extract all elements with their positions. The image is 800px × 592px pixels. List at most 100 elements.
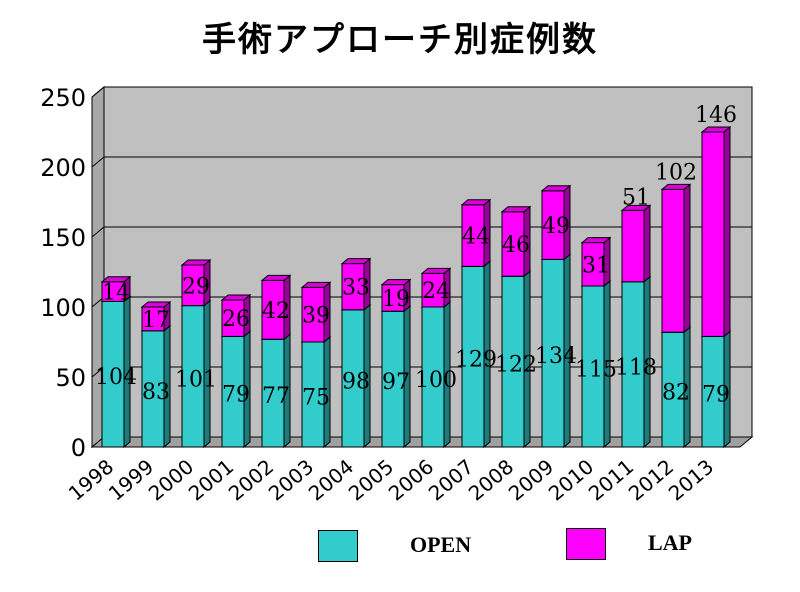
bar-lap-top — [100, 276, 132, 283]
bar-lap-top — [500, 206, 532, 213]
data-label-lap: 146 — [695, 103, 737, 128]
bar-1998: 104 14 — [95, 275, 137, 449]
x-tick-label: 2010 — [544, 454, 598, 505]
data-label-lap: 49 — [542, 214, 570, 239]
bar-lap-top — [420, 267, 452, 274]
grid-line — [91, 86, 752, 98]
y-axis-ticks: 0 50 100 150 200 250 — [40, 84, 93, 462]
data-label-lap: 42 — [262, 299, 290, 324]
bar-lap-top — [220, 294, 252, 301]
y-tick-label: 50 — [55, 364, 86, 392]
bar-lap-top — [580, 237, 612, 244]
x-tick-label: 2006 — [384, 454, 438, 505]
bar-lap-front — [661, 188, 685, 333]
data-label-lap: 14 — [102, 281, 130, 306]
x-tick-label: 2012 — [624, 454, 678, 505]
bar-lap-top — [180, 259, 212, 266]
bar-lap-top — [260, 274, 292, 281]
bar-2011: 118 51 — [615, 185, 657, 449]
bar-2003: 75 39 — [300, 281, 332, 449]
data-label-open: 79 — [702, 383, 730, 408]
legend-label-lap: LAP — [648, 530, 692, 555]
bar-lap-top — [380, 279, 412, 286]
bar-lap-side — [683, 183, 691, 334]
bars: 1041483171012979267742753998339719100241… — [95, 103, 737, 449]
bar-lap-side — [643, 204, 651, 283]
bar-lap-top — [660, 183, 692, 190]
data-label-open: 83 — [142, 380, 170, 405]
bar-1999: 83 17 — [140, 300, 172, 449]
data-label-open: 122 — [495, 353, 537, 378]
bar-2005: 97 19 — [380, 278, 412, 449]
data-label-open: 79 — [222, 383, 250, 408]
x-axis-ticks: 1998199920002001200220032004200520062007… — [64, 454, 718, 505]
bar-lap-top — [700, 126, 732, 133]
bar-lap-top — [460, 199, 492, 206]
data-label-open: 134 — [535, 344, 577, 369]
x-tick-label: 1998 — [64, 454, 118, 505]
data-label-lap: 24 — [422, 279, 450, 304]
x-tick-label: 2001 — [184, 454, 238, 505]
data-label-open: 82 — [662, 381, 690, 406]
x-tick-label: 2005 — [344, 454, 398, 505]
grid-line — [91, 226, 752, 238]
x-tick-label: 2007 — [424, 454, 478, 505]
y-tick-label: 200 — [40, 154, 86, 182]
data-label-open: 101 — [175, 367, 217, 392]
bar-2002: 77 42 — [260, 274, 292, 449]
data-label-open: 115 — [575, 358, 617, 383]
x-tick-label: 2009 — [504, 454, 558, 505]
data-label-lap: 29 — [182, 274, 210, 299]
bar-2012: 82 102 — [655, 160, 697, 449]
bar-lap-top — [300, 281, 332, 288]
bar-2013: 79 146 — [695, 103, 737, 449]
bar-2001: 79 26 — [220, 293, 252, 449]
data-label-lap: 33 — [342, 276, 370, 301]
chart-title: 手術アプローチ別症例数 — [202, 20, 598, 60]
x-tick-label: 2002 — [224, 454, 278, 505]
bar-2000: 101 29 — [175, 258, 217, 449]
bar-lap-front — [621, 209, 645, 283]
data-label-open: 129 — [455, 348, 497, 373]
x-tick-label: 2000 — [144, 454, 198, 505]
data-label-lap: 17 — [142, 308, 170, 333]
grid-line — [91, 156, 752, 168]
x-tick-label: 2013 — [664, 454, 718, 505]
bar-lap-top — [620, 204, 652, 211]
bar-2009: 134 49 — [535, 184, 577, 449]
data-label-lap: 44 — [462, 225, 490, 250]
bar-2010: 115 31 — [575, 236, 617, 449]
bar-lap-top — [140, 301, 172, 308]
bar-2006: 100 24 — [415, 267, 457, 449]
data-label-open: 118 — [615, 355, 657, 380]
y-tick-label: 0 — [71, 434, 86, 462]
y-tick-label: 150 — [40, 224, 86, 252]
data-label-open: 104 — [95, 365, 137, 390]
bar-lap-side — [723, 125, 731, 338]
data-label-open: 98 — [342, 369, 370, 394]
legend-swatch-open — [318, 530, 358, 562]
x-tick-label: 1999 — [104, 454, 158, 505]
data-label-open: 75 — [302, 386, 330, 411]
bar-2004: 98 33 — [340, 257, 372, 449]
data-label-lap: 31 — [582, 253, 610, 278]
x-tick-label: 2004 — [304, 454, 358, 505]
data-label-lap: 102 — [655, 160, 697, 185]
y-tick-label: 250 — [40, 84, 86, 112]
bar-lap-top — [540, 185, 572, 192]
bar-2007: 129 44 — [455, 198, 497, 449]
y-tick-label: 100 — [40, 294, 86, 322]
data-label-open: 97 — [382, 370, 410, 395]
data-label-open: 77 — [262, 384, 290, 409]
x-tick-label: 2003 — [264, 454, 318, 505]
bar-2008: 122 46 — [495, 205, 537, 449]
data-label-lap: 39 — [302, 304, 330, 329]
data-label-lap: 26 — [222, 307, 250, 332]
data-label-lap: 46 — [502, 233, 530, 258]
legend-swatch-lap — [566, 528, 606, 560]
legend-label-open: OPEN — [410, 532, 472, 557]
x-tick-label: 2008 — [464, 454, 518, 505]
bar-lap-top — [340, 258, 372, 265]
data-label-lap: 19 — [382, 287, 410, 312]
